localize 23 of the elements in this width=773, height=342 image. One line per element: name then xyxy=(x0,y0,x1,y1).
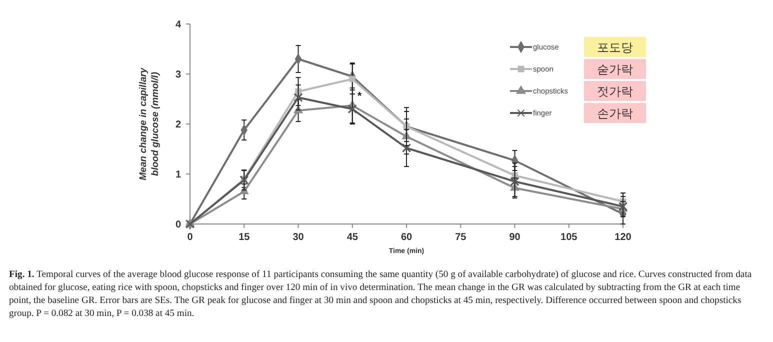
y-tick-label: 1 xyxy=(175,170,182,180)
annotation: * xyxy=(357,90,362,103)
y-tick-label: 3 xyxy=(175,70,182,80)
x-tick-label: 45 xyxy=(346,232,358,243)
y-tick-label: 4 xyxy=(175,20,182,30)
caption: Fig. 1. Temporal curves of the average blood glucose response of 11 participants consuming the same quantity (50 g of available carbohydrate) of glucose and rice. Curves constructed from data obtained for glucose, eating rice with spoon, chopsticks and finger over 120 min of in vivo determination. The mean change in the GR was calculated by subtracting from the GR at each time point, the baseline GR. Error bars are SEs. The GR peak for glucose and finger at 30 min and spoon and chopsticks at 45 min, respectively. Difference occurred between spoon and chopsticks group. P = 0.082 at 30 min, P = 0.038 at 45 min. xyxy=(9,268,753,320)
x-tick-label: 105 xyxy=(560,232,578,243)
annotation: 손가락 xyxy=(597,106,633,121)
x-tick-label: 120 xyxy=(614,232,632,243)
y-tick-label: 2 xyxy=(175,120,182,130)
annotation: 포도당 xyxy=(597,40,633,55)
x-tick-label: 90 xyxy=(509,232,521,243)
annotation: 숟가락 xyxy=(597,62,633,77)
x-tick-label: 0 xyxy=(187,232,194,243)
x-tick-label: 75 xyxy=(455,232,467,243)
point xyxy=(348,104,357,114)
y-tick-label: 0 xyxy=(175,220,182,230)
annotation: 젓가락 xyxy=(597,84,633,99)
x-tick-label: 15 xyxy=(238,232,250,243)
y-axis-title: Mean change in capillary blood glucose (mmol/l) xyxy=(138,67,161,180)
x-tick-label: 30 xyxy=(292,232,304,243)
point xyxy=(349,76,356,82)
x-tick-label: 60 xyxy=(400,232,412,243)
